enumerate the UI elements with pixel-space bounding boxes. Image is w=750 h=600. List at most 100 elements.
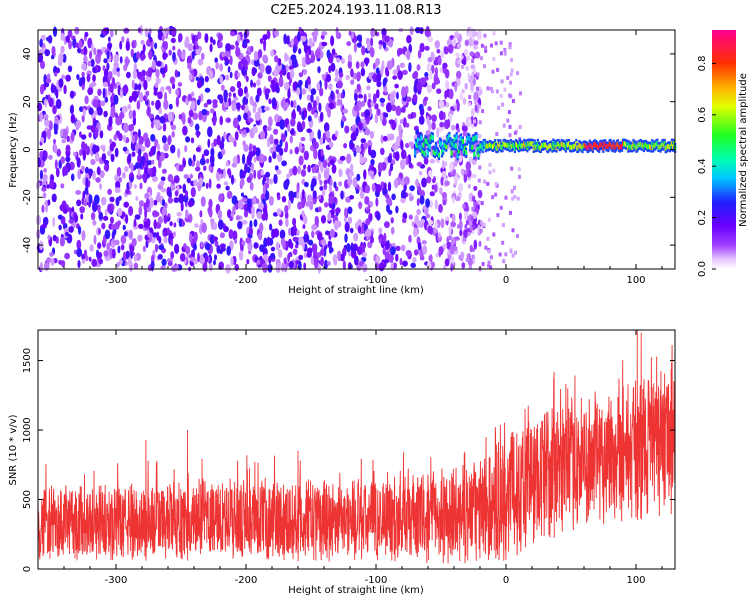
noise-blob — [423, 157, 429, 165]
noise-blob — [209, 154, 215, 165]
noise-blob — [159, 67, 166, 75]
noise-blob — [212, 236, 218, 242]
noise-blob — [277, 58, 282, 66]
noise-blob — [315, 48, 321, 59]
noise-blob — [158, 107, 163, 115]
signal-core — [434, 144, 437, 150]
noise-blob — [300, 35, 307, 42]
noise-blob — [478, 240, 482, 247]
noise-blob — [317, 206, 322, 213]
noise-blob — [69, 104, 74, 115]
noise-blob — [161, 135, 167, 144]
noise-blob — [301, 189, 305, 199]
noise-blob — [276, 169, 282, 175]
x-tick-label: -200 — [235, 575, 258, 586]
noise-blob — [161, 258, 167, 266]
noise-blob — [184, 145, 188, 153]
noise-blob — [356, 34, 363, 42]
noise-blob — [238, 60, 243, 71]
noise-blob — [354, 255, 359, 266]
noise-blob — [416, 198, 420, 207]
noise-blob — [490, 43, 493, 48]
noise-blob — [350, 244, 357, 253]
noise-blob — [479, 220, 483, 225]
noise-blob — [42, 223, 47, 229]
noise-blob — [257, 72, 263, 79]
noise-blob — [341, 114, 346, 122]
noise-blob — [217, 219, 224, 230]
noise-blob — [97, 48, 101, 55]
noise-blob — [226, 245, 231, 256]
noise-blob — [465, 161, 472, 171]
noise-blob — [486, 236, 490, 241]
noise-blob — [210, 147, 215, 158]
noise-blob — [290, 54, 297, 62]
noise-blob — [429, 69, 433, 80]
noise-blob — [456, 70, 462, 79]
noise-blob — [61, 74, 66, 80]
noise-blob — [425, 198, 430, 208]
noise-blob — [253, 82, 256, 88]
noise-blob — [259, 153, 265, 164]
signal-core — [475, 134, 478, 140]
noise-blob — [476, 140, 480, 145]
noise-blob — [514, 250, 517, 255]
noise-blob — [122, 224, 126, 231]
noise-blob — [58, 52, 64, 63]
noise-blob — [161, 117, 166, 124]
noise-blob — [94, 128, 99, 139]
signal-core — [461, 138, 464, 144]
noise-blob — [325, 130, 330, 139]
noise-blob — [113, 54, 119, 64]
noise-blob — [340, 190, 344, 200]
noise-blob — [476, 30, 482, 41]
noise-blob — [88, 256, 92, 262]
noise-blob — [442, 62, 448, 69]
signal-core — [420, 135, 423, 141]
noise-blob — [198, 177, 203, 187]
noise-blob — [426, 176, 432, 184]
noise-blob — [484, 48, 488, 53]
noise-blob — [46, 184, 50, 189]
noise-blob — [466, 55, 470, 62]
noise-blob — [131, 79, 135, 90]
noise-blob — [483, 33, 487, 38]
noise-blob — [207, 126, 213, 138]
noise-blob — [246, 176, 252, 183]
noise-blob — [47, 234, 51, 241]
noise-blob — [378, 237, 383, 244]
noise-blob — [476, 86, 479, 91]
noise-blob — [144, 208, 148, 219]
noise-blob — [228, 169, 232, 179]
noise-blob — [113, 61, 119, 69]
noise-blob — [278, 76, 284, 88]
noise-blob — [464, 39, 469, 47]
noise-blob — [393, 178, 399, 189]
noise-blob — [95, 177, 101, 183]
noise-blob — [123, 201, 129, 208]
noise-blob — [209, 262, 213, 272]
noise-blob — [336, 57, 341, 63]
noise-blob — [103, 164, 108, 171]
noise-blob — [83, 46, 88, 55]
noise-blob — [449, 244, 455, 255]
noise-blob — [317, 195, 322, 200]
noise-blob — [233, 140, 237, 147]
noise-blob — [236, 80, 242, 89]
noise-blob — [86, 74, 91, 83]
snr-line — [37, 329, 676, 564]
noise-blob — [228, 92, 232, 98]
noise-blob — [427, 106, 432, 112]
noise-blob — [439, 187, 443, 195]
noise-blob — [516, 196, 520, 201]
noise-blob — [199, 157, 206, 166]
colorbar: 0.0 0.2 0.4 0.6 0.8 Normalized spectral ampl… — [697, 30, 749, 277]
noise-blob — [83, 55, 88, 64]
noise-blob — [223, 168, 226, 179]
noise-blob — [382, 78, 387, 88]
noise-blob — [95, 64, 99, 71]
noise-blob — [187, 43, 194, 52]
noise-blob — [119, 88, 124, 99]
noise-blob — [470, 64, 476, 70]
noise-blob — [367, 98, 373, 109]
